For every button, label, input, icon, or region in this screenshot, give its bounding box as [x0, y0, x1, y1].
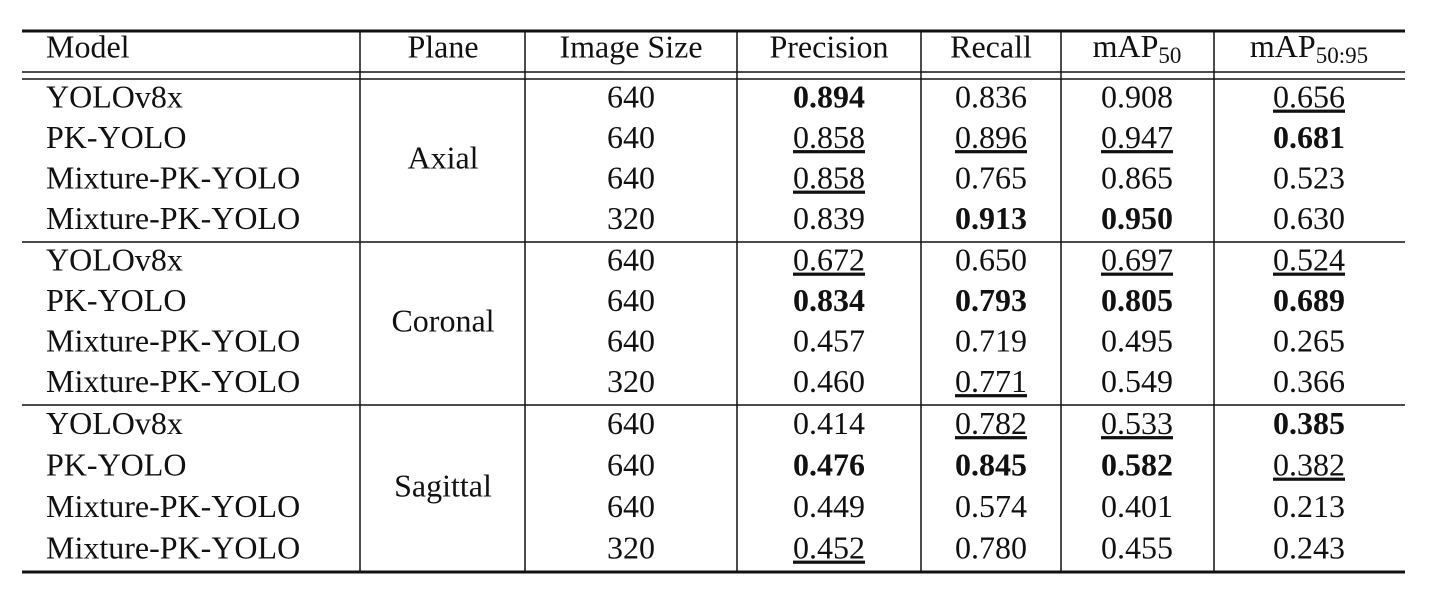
- metric-cell: 0.765: [955, 160, 1027, 196]
- metric-cell: 0.836: [955, 79, 1027, 115]
- metric-cell: 0.523: [1273, 160, 1345, 196]
- metric-cell: 0.894: [793, 79, 865, 115]
- size-cell: 640: [607, 447, 655, 483]
- model-cell: Mixture-PK-YOLO: [46, 530, 300, 566]
- metric-cell: 0.719: [955, 323, 1027, 359]
- rules: [22, 29, 1405, 574]
- metric-cell: 0.793: [955, 282, 1027, 318]
- model-cell: Mixture-PK-YOLO: [46, 323, 300, 359]
- header-cell: Precision: [769, 28, 888, 64]
- model-cell: YOLOv8x: [46, 79, 183, 115]
- size-cell: 640: [607, 79, 655, 115]
- model-cell: Mixture-PK-YOLO: [46, 160, 300, 196]
- metric-cell: 0.908: [1101, 79, 1173, 115]
- metric-cell: 0.243: [1273, 530, 1345, 566]
- header-cell: Recall: [950, 28, 1032, 64]
- header-cell: mAP50: [1093, 28, 1182, 68]
- size-cell: 640: [607, 323, 655, 359]
- metric-cell: 0.805: [1101, 282, 1173, 318]
- metric-cell: 0.449: [793, 488, 865, 524]
- metric-cell: 0.382: [1273, 447, 1345, 483]
- metric-cell: 0.460: [793, 363, 865, 399]
- metric-cell: 0.896: [955, 119, 1027, 155]
- metric-cell: 0.549: [1101, 363, 1173, 399]
- metric-cell: 0.574: [955, 488, 1027, 524]
- metric-cell: 0.414: [793, 405, 865, 441]
- size-cell: 320: [607, 363, 655, 399]
- metric-cell: 0.582: [1101, 447, 1173, 483]
- metric-cell: 0.913: [955, 200, 1027, 236]
- model-cell: Mixture-PK-YOLO: [46, 200, 300, 236]
- metric-cell: 0.947: [1101, 119, 1173, 155]
- metric-cell: 0.452: [793, 530, 865, 566]
- metric-cell: 0.401: [1101, 488, 1173, 524]
- metric-cell: 0.834: [793, 282, 865, 318]
- model-cell: PK-YOLO: [46, 447, 186, 483]
- model-cell: YOLOv8x: [46, 242, 183, 278]
- plane-cell: Axial: [407, 139, 478, 175]
- size-cell: 320: [607, 200, 655, 236]
- metric-cell: 0.524: [1273, 242, 1345, 278]
- header-cell: Image Size: [559, 28, 702, 64]
- metric-cell: 0.265: [1273, 323, 1345, 359]
- metric-cell: 0.782: [955, 405, 1027, 441]
- metric-cell: 0.839: [793, 200, 865, 236]
- metric-cell: 0.457: [793, 323, 865, 359]
- metric-cell: 0.650: [955, 242, 1027, 278]
- model-cell: Mixture-PK-YOLO: [46, 363, 300, 399]
- size-cell: 640: [607, 405, 655, 441]
- plane-cell: Sagittal: [394, 467, 492, 503]
- metric-cell: 0.681: [1273, 119, 1345, 155]
- metric-cell: 0.630: [1273, 200, 1345, 236]
- header-cell: mAP50:95: [1250, 28, 1368, 68]
- metric-cell: 0.476: [793, 447, 865, 483]
- metric-cell: 0.455: [1101, 530, 1173, 566]
- metric-cell: 0.780: [955, 530, 1027, 566]
- header-cell: Model: [46, 28, 130, 64]
- header-cell: Plane: [407, 28, 478, 64]
- metric-cell: 0.689: [1273, 282, 1345, 318]
- metric-cell: 0.865: [1101, 160, 1173, 196]
- metric-cell: 0.385: [1273, 405, 1345, 441]
- model-cell: PK-YOLO: [46, 282, 186, 318]
- metric-cell: 0.845: [955, 447, 1027, 483]
- header-text: mAP: [1250, 28, 1316, 64]
- metric-cell: 0.533: [1101, 405, 1173, 441]
- header-subscript: 50:95: [1316, 43, 1368, 68]
- metric-cell: 0.213: [1273, 488, 1345, 524]
- metric-cell: 0.366: [1273, 363, 1345, 399]
- model-cell: Mixture-PK-YOLO: [46, 488, 300, 524]
- metric-cell: 0.771: [955, 363, 1027, 399]
- metric-cell: 0.858: [793, 160, 865, 196]
- metric-cell: 0.495: [1101, 323, 1173, 359]
- metric-cell: 0.672: [793, 242, 865, 278]
- metric-cell: 0.858: [793, 119, 865, 155]
- metric-cell: 0.950: [1101, 200, 1173, 236]
- size-cell: 640: [607, 488, 655, 524]
- size-cell: 640: [607, 242, 655, 278]
- model-cell: YOLOv8x: [46, 405, 183, 441]
- plane-cell: Coronal: [391, 302, 494, 338]
- metric-cell: 0.656: [1273, 79, 1345, 115]
- header-text: mAP: [1093, 28, 1159, 64]
- size-cell: 320: [607, 530, 655, 566]
- size-cell: 640: [607, 282, 655, 318]
- model-cell: PK-YOLO: [46, 119, 186, 155]
- header-subscript: 50: [1158, 43, 1181, 68]
- size-cell: 640: [607, 160, 655, 196]
- size-cell: 640: [607, 119, 655, 155]
- metric-cell: 0.697: [1101, 242, 1173, 278]
